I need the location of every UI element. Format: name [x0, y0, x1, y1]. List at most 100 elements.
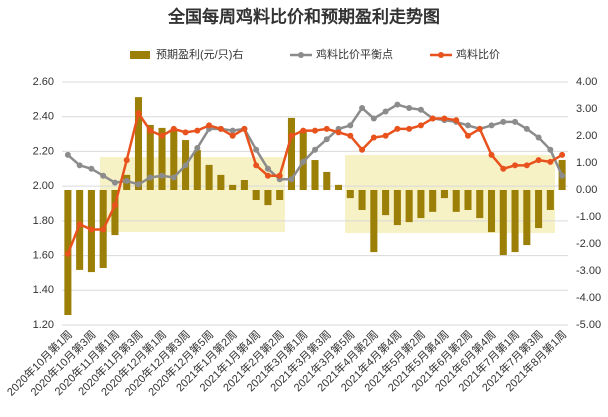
y-tick-label: 2.40 — [33, 111, 54, 123]
line-marker — [76, 221, 83, 228]
bar — [323, 171, 331, 190]
line-marker — [241, 125, 248, 132]
line-marker — [147, 127, 154, 134]
line-marker — [159, 132, 166, 139]
y2-tick-label: -2.00 — [576, 238, 601, 250]
line-marker — [135, 181, 142, 188]
line-marker — [253, 146, 260, 153]
line-marker — [194, 127, 201, 134]
bar — [158, 127, 166, 190]
line-marker — [147, 174, 154, 181]
line-marker — [476, 125, 483, 132]
bar — [464, 190, 472, 210]
bar — [134, 97, 143, 190]
line-marker — [88, 165, 95, 172]
line-marker — [488, 122, 495, 129]
line-marker — [100, 226, 107, 233]
line-marker — [500, 165, 507, 172]
line-marker — [417, 106, 424, 113]
line-marker — [535, 134, 542, 141]
y2-tick-label: -5.00 — [576, 319, 601, 331]
line-marker — [100, 172, 107, 179]
bar — [393, 190, 401, 226]
bar — [405, 190, 413, 223]
bar — [370, 190, 378, 253]
line-marker — [417, 122, 424, 129]
line-marker — [123, 177, 130, 184]
y-tick-label: 2.60 — [33, 76, 54, 88]
bar — [452, 190, 460, 212]
y2-tick-label: -3.00 — [576, 265, 601, 277]
line-marker — [123, 157, 130, 164]
line-marker — [264, 165, 271, 172]
legend-swatch — [438, 52, 444, 58]
line-marker — [300, 127, 307, 134]
bar — [511, 190, 519, 253]
line-marker — [429, 115, 436, 122]
line-marker — [559, 151, 566, 158]
y-tick-label: 2.00 — [33, 180, 54, 192]
line-marker — [64, 250, 71, 257]
line-marker — [512, 118, 519, 125]
line-marker — [194, 144, 201, 151]
bar — [358, 190, 366, 210]
bar — [217, 174, 225, 190]
line-marker — [170, 174, 177, 181]
bar — [287, 117, 295, 190]
bar — [76, 190, 84, 270]
line-marker — [488, 151, 495, 158]
bar — [476, 190, 484, 219]
bar — [170, 130, 178, 190]
line-marker — [111, 179, 118, 186]
line-marker — [264, 172, 271, 179]
y-tick-label: 1.40 — [33, 284, 54, 296]
line-marker — [559, 172, 566, 179]
legend-label: 鸡料比价平衡点 — [316, 47, 393, 61]
line-marker — [182, 162, 189, 169]
y-tick-label: 1.80 — [33, 215, 54, 227]
line-marker — [288, 132, 295, 139]
bar — [382, 190, 390, 216]
line-marker — [88, 226, 95, 233]
line-marker — [512, 162, 519, 169]
legend-swatch — [298, 52, 304, 58]
line-marker — [312, 146, 318, 153]
line-marker — [182, 129, 189, 136]
line-marker — [347, 132, 354, 139]
bar — [229, 184, 237, 190]
bar — [264, 190, 272, 206]
y2-tick-label: -1.00 — [576, 211, 601, 223]
y2-tick-label: 3.00 — [576, 103, 597, 115]
line-marker — [135, 110, 142, 117]
y2-tick-label: 2.00 — [576, 130, 597, 142]
chart-title: 全国每周鸡料比价和预期盈利走势图 — [167, 6, 440, 26]
line-marker — [276, 172, 283, 179]
watermark-box — [345, 155, 555, 233]
line-marker — [523, 125, 530, 132]
bar — [346, 190, 354, 199]
line-marker — [547, 146, 554, 153]
y-tick-label: 1.60 — [33, 249, 54, 261]
bar — [429, 190, 437, 212]
line-marker — [229, 127, 236, 134]
line-marker — [64, 151, 71, 158]
bar — [276, 190, 284, 200]
bar — [440, 190, 448, 199]
bar — [417, 190, 425, 219]
bar — [252, 190, 260, 200]
line-marker — [217, 125, 224, 132]
line-marker — [300, 158, 307, 165]
line-marker — [76, 162, 83, 169]
line-marker — [206, 122, 213, 129]
line-marker — [323, 136, 330, 143]
line-marker — [370, 115, 377, 122]
line-marker — [370, 134, 377, 141]
bar — [111, 190, 119, 236]
y-tick-label: 1.20 — [33, 319, 54, 331]
line-marker — [323, 125, 330, 132]
line-marker — [382, 132, 389, 139]
line-marker — [406, 105, 413, 112]
line-marker — [453, 117, 460, 124]
line-marker — [359, 105, 366, 112]
